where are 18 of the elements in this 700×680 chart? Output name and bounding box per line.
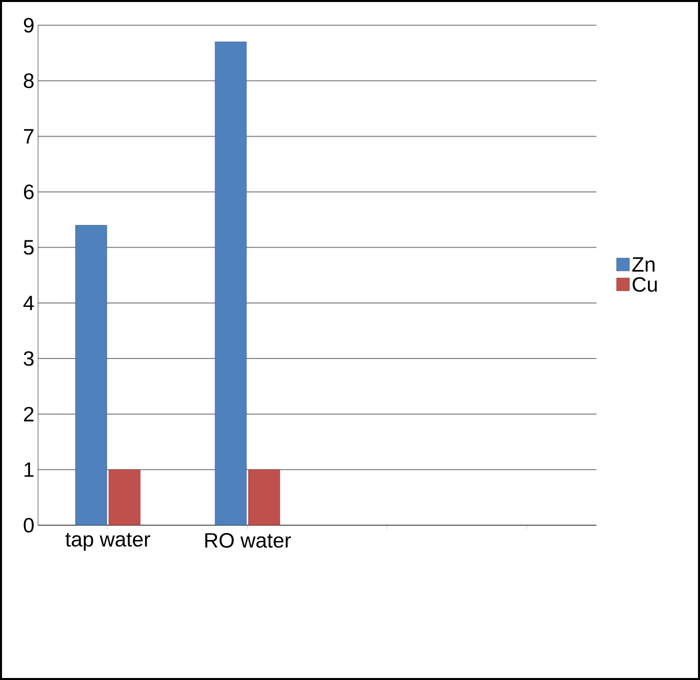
legend-label: Zn [632, 257, 654, 272]
y-tick-label: 2 [24, 406, 34, 422]
y-tick-label: 0 [24, 518, 34, 533]
bar [75, 225, 108, 526]
bar [108, 469, 140, 526]
y-tick-label: 4 [23, 296, 34, 310]
bar [248, 469, 280, 526]
y-tick-label: 1 [24, 462, 34, 477]
y-tick-label: 9 [24, 18, 34, 33]
y-tick-label: 3 [24, 351, 34, 366]
x-tick-label: RO water [205, 533, 291, 548]
y-tick-label: 5 [24, 240, 34, 255]
y-tick-label: 7 [24, 129, 34, 144]
y-tick-label: 6 [24, 184, 34, 200]
legend-label: Cu [632, 277, 657, 292]
x-tick-label: tap water [65, 533, 150, 551]
bar [214, 42, 247, 526]
y-tick-label: 8 [24, 73, 34, 88]
